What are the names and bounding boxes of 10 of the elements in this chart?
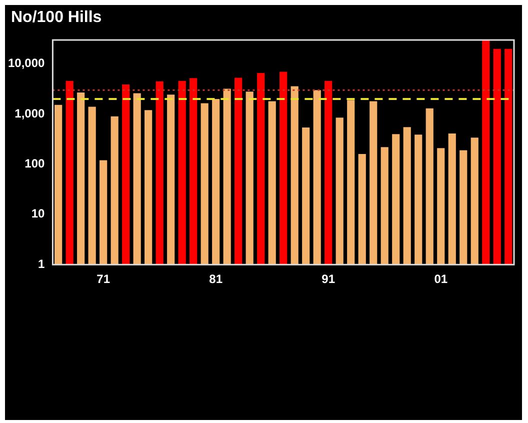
y-tick-label: 1 [38,256,46,271]
y-tick-label: 10 [31,206,46,221]
y-tick-label: 1,000 [14,106,46,120]
x-tick-label: 71 [96,272,110,286]
y-tick-label: 10,000 [8,56,46,70]
y-tick-label: 100 [24,156,46,171]
chart-title: No/100 Hills [11,9,102,27]
x-tick-label: 91 [322,272,336,286]
x-tick-label: 81 [209,272,223,286]
x-tick-label: 01 [434,272,448,286]
